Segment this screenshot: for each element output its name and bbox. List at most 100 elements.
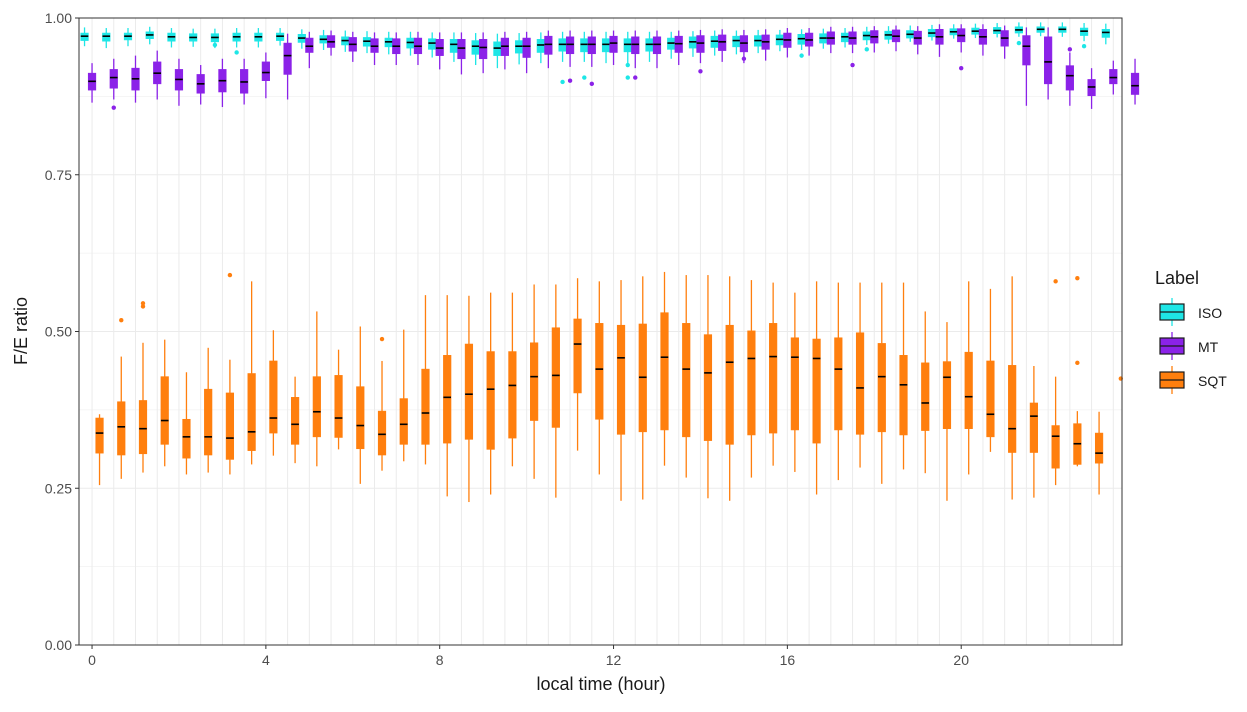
box-sqt: [225, 359, 235, 475]
box-body: [1008, 365, 1017, 453]
outlier-point: [864, 47, 869, 52]
box-iso: [384, 31, 393, 55]
box-mt: [1087, 68, 1096, 109]
box-iso: [688, 31, 698, 57]
box-mt: [348, 31, 357, 62]
box-body: [790, 337, 799, 431]
box-body: [247, 373, 256, 451]
box-sqt: [877, 282, 886, 484]
box-sqt: [95, 414, 104, 486]
box-body: [95, 417, 104, 454]
box-mt: [500, 31, 509, 70]
y-tick-label: 0.75: [45, 167, 72, 183]
outlier-point: [140, 304, 146, 309]
y-axis-title: F/E ratio: [11, 297, 31, 365]
box-mt: [870, 26, 879, 53]
box-body: [616, 324, 626, 435]
box-sqt: [595, 281, 604, 475]
box-body: [109, 69, 118, 89]
outlier-point: [567, 78, 573, 83]
box-sqt: [855, 282, 865, 468]
box-iso: [1014, 22, 1023, 37]
box-mt: [435, 32, 444, 70]
box-iso: [254, 28, 263, 48]
box-body: [1044, 36, 1053, 85]
box-sqt: [834, 282, 843, 481]
box-body: [1130, 72, 1140, 95]
outlier-point: [1075, 360, 1080, 366]
legend-label-mt: MT: [1198, 339, 1219, 355]
box-sqt: [138, 342, 148, 473]
box-sqt: [986, 288, 995, 452]
box-mt: [957, 24, 966, 53]
box-body: [522, 37, 531, 58]
box-mt: [1109, 60, 1118, 95]
box-body: [580, 38, 589, 53]
box-body: [449, 39, 459, 53]
box-mt: [283, 33, 292, 100]
y-tick-label: 1.00: [45, 10, 72, 26]
box-iso: [927, 24, 937, 41]
grid-layer: [79, 17, 1122, 646]
box-body: [812, 338, 821, 444]
y-tick-label: 0.50: [45, 324, 72, 340]
box-iso: [515, 33, 524, 65]
box-iso: [102, 28, 111, 49]
box-mt: [1022, 27, 1031, 106]
box-sqt: [399, 329, 408, 462]
outlier-point: [589, 81, 595, 87]
box-mt: [370, 32, 379, 66]
box-iso: [1058, 22, 1067, 37]
box-iso: [1079, 23, 1089, 42]
outlier-point: [119, 318, 124, 323]
box-sqt: [204, 347, 213, 473]
box-mt: [131, 55, 140, 103]
box-iso: [667, 31, 676, 59]
x-axis-title: local time (hour): [536, 674, 665, 694]
box-mt: [804, 28, 814, 56]
box-iso: [1101, 23, 1110, 45]
outlier-point: [1016, 40, 1022, 46]
box-mt: [240, 58, 249, 105]
box-body: [986, 360, 995, 438]
legend-label-iso: ISO: [1198, 305, 1222, 321]
box-iso: [341, 30, 350, 52]
box-mt: [761, 29, 770, 61]
box-sqt: [1094, 411, 1104, 495]
box-body: [544, 35, 553, 55]
outlier-point: [625, 62, 630, 68]
box-iso: [232, 28, 241, 48]
box-sqt: [377, 360, 387, 471]
box-body: [609, 35, 618, 53]
box-body: [565, 36, 575, 55]
box-sqt: [703, 275, 713, 499]
box-body: [160, 376, 169, 445]
box-iso: [123, 28, 133, 47]
box-sqt: [247, 281, 256, 465]
box-body: [479, 39, 488, 60]
box-body: [855, 332, 865, 435]
box-body: [530, 342, 539, 421]
outlier-point: [234, 50, 239, 55]
outlier-point: [698, 69, 703, 74]
box-body: [269, 360, 278, 434]
box-sqt: [1008, 276, 1017, 500]
x-tick-label: 12: [606, 652, 622, 668]
box-body: [464, 343, 474, 440]
box-body: [921, 362, 930, 431]
box-body: [1101, 28, 1110, 38]
box-body: [536, 39, 545, 53]
legend: Label ISO MT SQT: [1155, 268, 1227, 394]
box-sqt: [421, 295, 430, 465]
box-mt: [609, 30, 618, 66]
box-body: [732, 35, 741, 48]
outlier-point: [582, 75, 587, 80]
box-iso: [993, 23, 1002, 38]
box-sqt: [160, 339, 169, 467]
outlier-point: [560, 79, 565, 85]
box-mt: [392, 32, 401, 66]
box-mt: [261, 52, 270, 99]
box-sqt: [508, 292, 517, 467]
box-mt: [783, 28, 792, 58]
